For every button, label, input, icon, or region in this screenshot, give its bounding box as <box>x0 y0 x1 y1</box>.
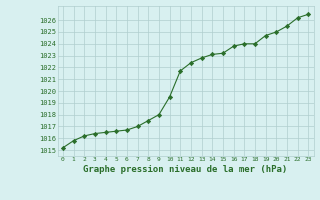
X-axis label: Graphe pression niveau de la mer (hPa): Graphe pression niveau de la mer (hPa) <box>84 165 288 174</box>
